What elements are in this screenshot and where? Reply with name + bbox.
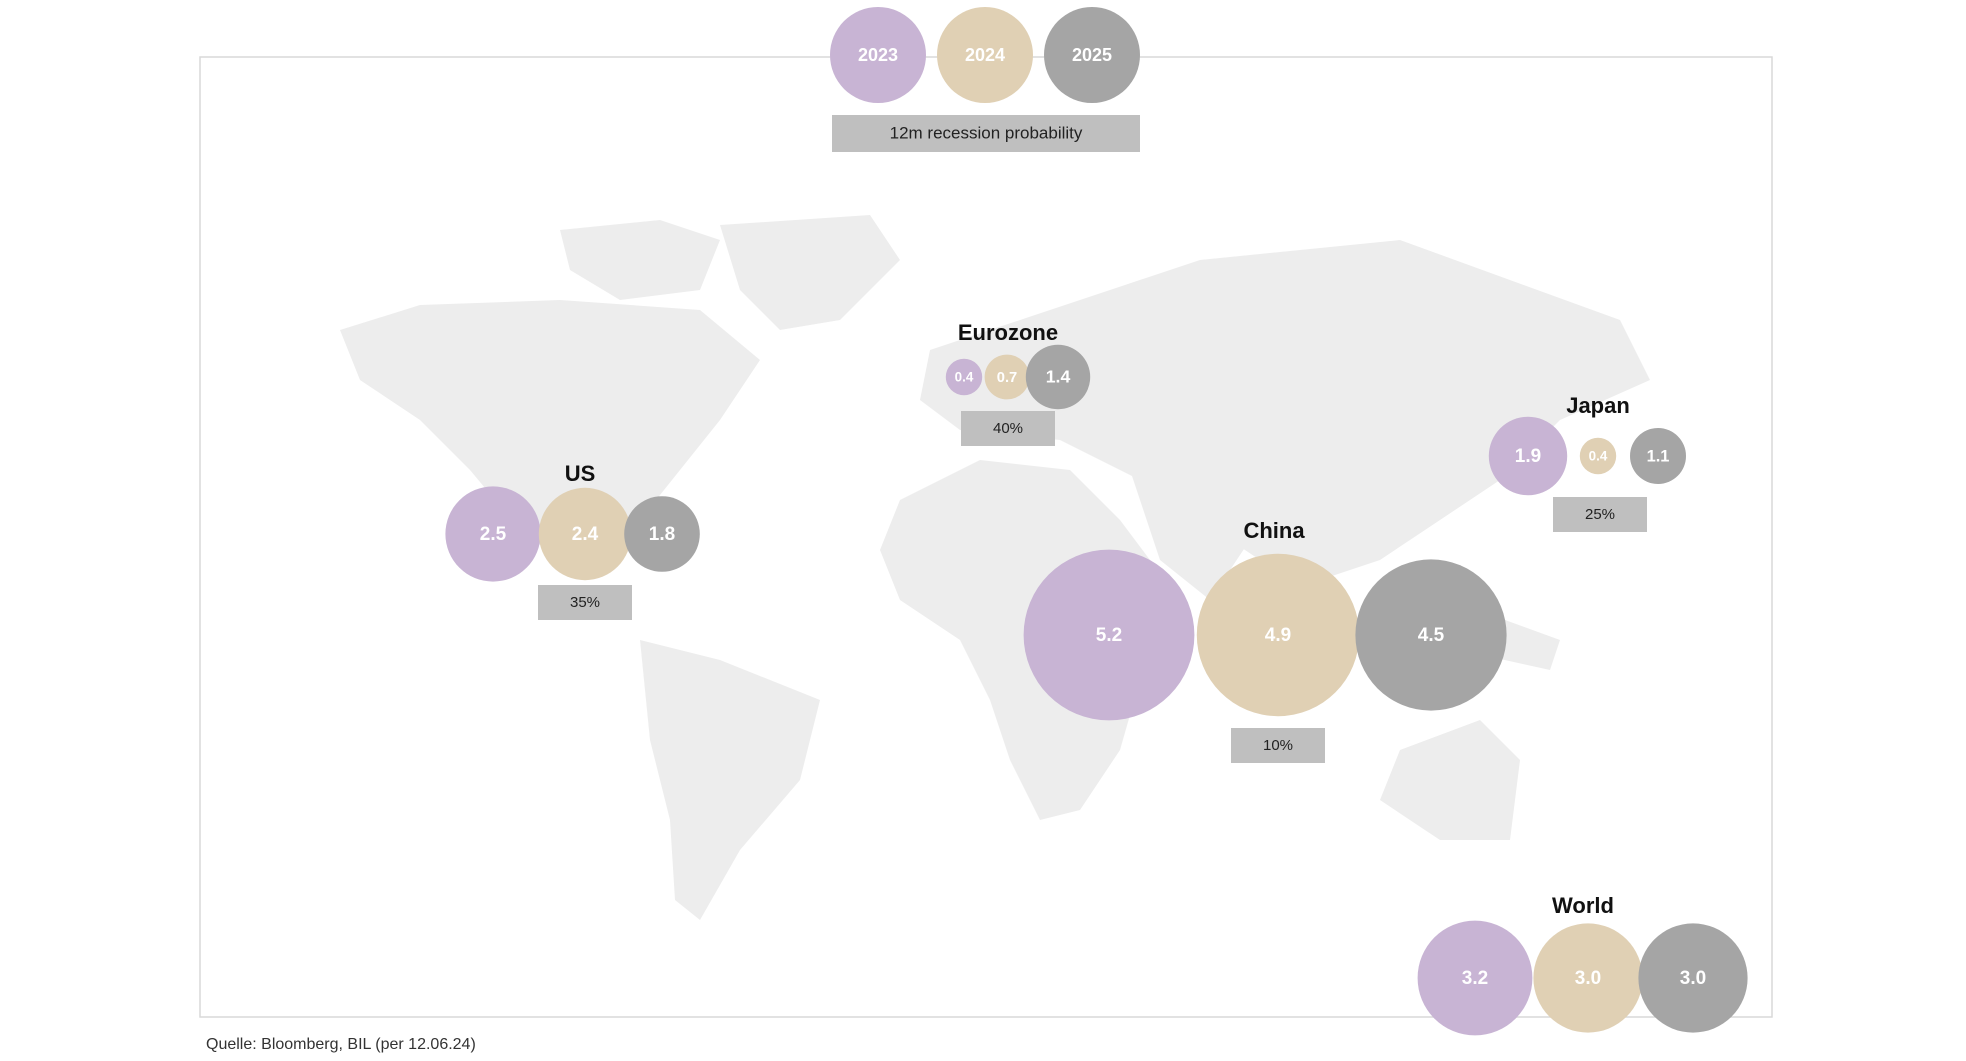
recession-label: 35% bbox=[570, 594, 600, 611]
legend-label-box bbox=[832, 115, 1140, 152]
bubble bbox=[1417, 920, 1533, 1036]
legend-label: 2023 bbox=[858, 45, 898, 65]
region-title: Eurozone bbox=[958, 320, 1058, 345]
bubble bbox=[1355, 559, 1507, 711]
bubble bbox=[1533, 923, 1643, 1033]
recession-box bbox=[961, 411, 1055, 446]
recession-box bbox=[538, 585, 632, 620]
bubble bbox=[1638, 923, 1748, 1033]
region-title: Japan bbox=[1566, 393, 1630, 418]
bubble-label: 2.5 bbox=[480, 524, 507, 545]
region-title: World bbox=[1552, 893, 1614, 918]
bubble-label: 3.0 bbox=[1680, 968, 1706, 989]
legend-label: 12m recession probability bbox=[890, 123, 1083, 142]
bubble bbox=[984, 354, 1030, 400]
bubble-label: 5.2 bbox=[1096, 625, 1122, 646]
recession-label: 25% bbox=[1585, 506, 1615, 523]
bubble bbox=[1488, 416, 1568, 496]
bubble-label: 1.1 bbox=[1647, 447, 1670, 465]
source: Quelle: Bloomberg, BIL (per 12.06.24) bbox=[206, 1036, 476, 1053]
bubble bbox=[945, 358, 983, 396]
bubble bbox=[1630, 428, 1686, 484]
bubble-label: 3.2 bbox=[1462, 968, 1488, 989]
legend-swatch bbox=[1044, 7, 1140, 103]
bubble-label: 0.7 bbox=[997, 370, 1017, 386]
bubble-label: 0.4 bbox=[1589, 449, 1608, 464]
legend-swatch bbox=[830, 7, 926, 103]
bubble-label: 1.8 bbox=[649, 524, 675, 545]
legend-swatch bbox=[937, 7, 1033, 103]
bubble-label: 0.4 bbox=[955, 370, 974, 385]
bubble-label: 1.9 bbox=[1515, 446, 1541, 467]
bubble bbox=[624, 496, 700, 572]
bubble-label: 3.0 bbox=[1575, 968, 1601, 989]
recession-box bbox=[1231, 728, 1325, 763]
recession-box bbox=[1553, 497, 1647, 532]
recession-label: 40% bbox=[993, 420, 1023, 437]
bubble bbox=[1579, 437, 1617, 475]
bubble-label: 4.9 bbox=[1265, 625, 1291, 646]
world-map bbox=[340, 215, 1650, 920]
legend-label: 2024 bbox=[965, 45, 1005, 65]
legend-label: 2025 bbox=[1072, 45, 1112, 65]
bubble bbox=[538, 487, 632, 581]
recession-label: 10% bbox=[1263, 737, 1293, 754]
region-title: China bbox=[1243, 518, 1305, 543]
bubble bbox=[1196, 553, 1360, 717]
bubble-label: 4.5 bbox=[1418, 625, 1445, 646]
region-title: US bbox=[565, 461, 596, 486]
bubble bbox=[1025, 344, 1091, 410]
bubble-label: 2.4 bbox=[572, 524, 599, 545]
bubble-label: 1.4 bbox=[1046, 367, 1071, 387]
bubble bbox=[1023, 549, 1195, 721]
bubble bbox=[445, 486, 541, 582]
